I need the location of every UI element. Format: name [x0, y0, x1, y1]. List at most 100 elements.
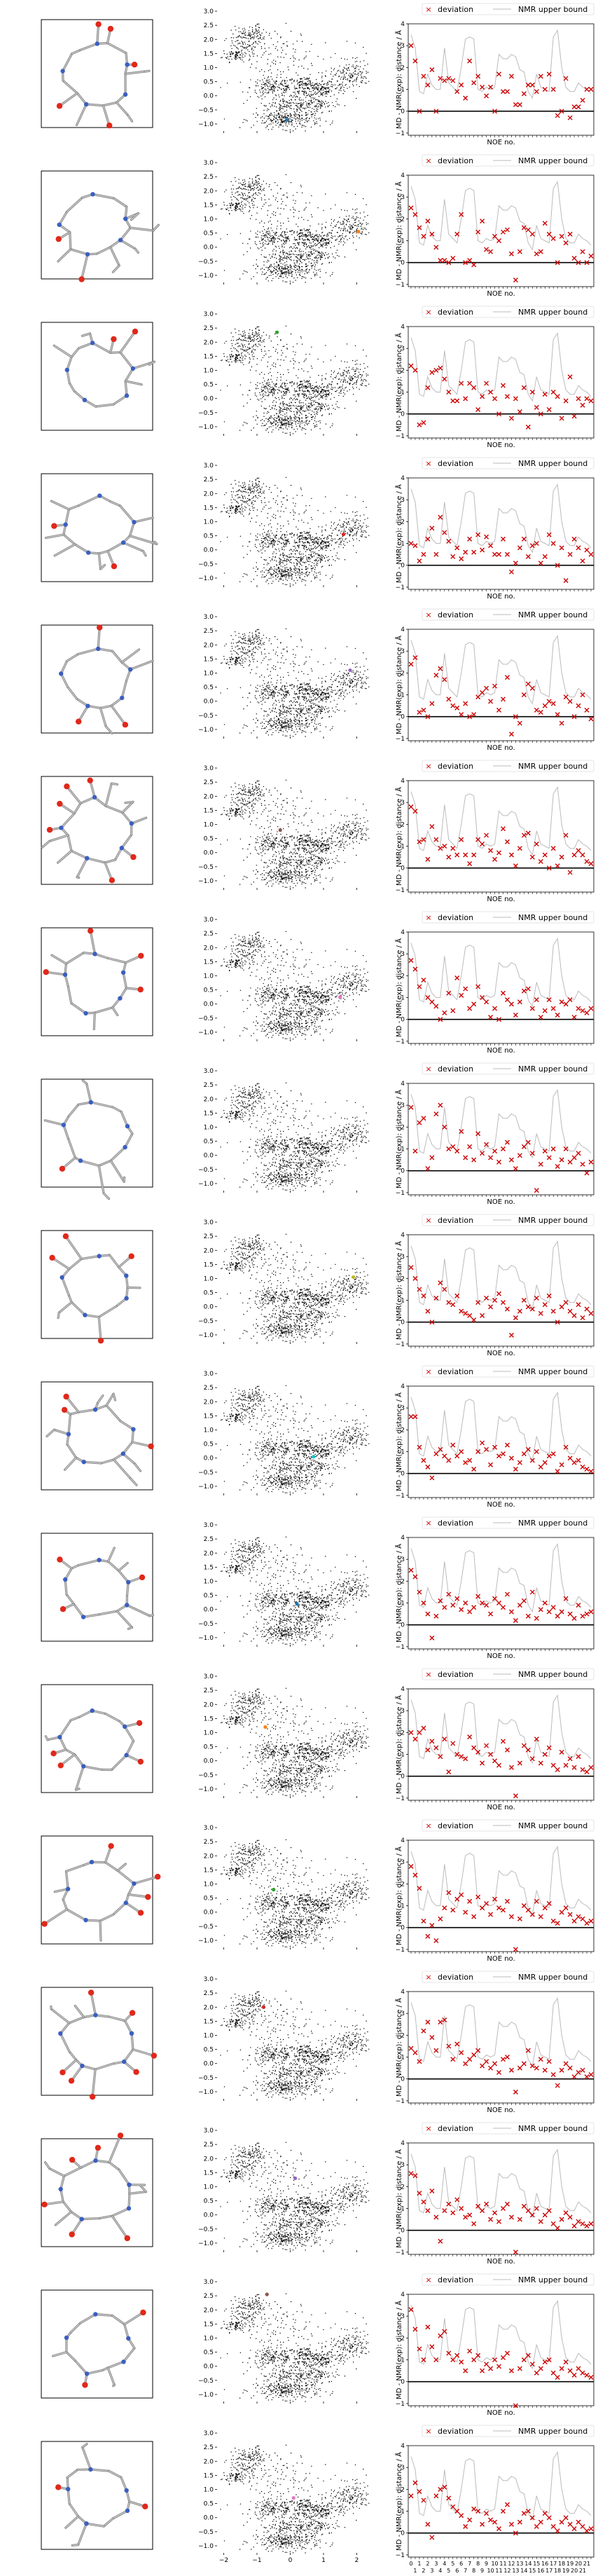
- deviation-marker: [485, 247, 489, 252]
- embedding-point: [295, 416, 296, 417]
- embedding-point: [264, 36, 265, 37]
- embedding-point: [283, 71, 284, 72]
- embedding-point: [356, 387, 357, 388]
- embedding-point: [277, 119, 278, 120]
- y-tick-label: 0.0: [204, 396, 214, 403]
- embedding-point: [279, 422, 280, 423]
- embedding-point: [237, 360, 238, 361]
- embedding-point: [302, 259, 303, 260]
- embedding-point: [347, 70, 348, 71]
- embedding-point: [277, 201, 278, 202]
- embedding-point: [358, 73, 359, 74]
- y-tick-label: 1.5: [204, 202, 214, 209]
- embedding-point: [353, 242, 354, 243]
- embedding-point: [236, 198, 237, 199]
- embedding-point: [280, 252, 281, 253]
- embedding-point: [318, 87, 319, 88]
- embedding-point: [251, 351, 252, 352]
- embedding-point: [240, 348, 241, 349]
- embedding-point: [237, 191, 238, 192]
- embedding-point: [290, 267, 291, 268]
- embedding-point: [283, 223, 284, 224]
- embedding-point: [304, 390, 305, 391]
- embedding-point: [235, 332, 236, 333]
- embedding-point: [264, 105, 265, 106]
- embedding-point: [286, 77, 287, 78]
- deviation-marker: [534, 252, 538, 256]
- deviation-marker: [580, 98, 585, 102]
- embedding-point: [360, 81, 361, 82]
- embedding-point: [283, 346, 284, 347]
- embedding-point: [354, 68, 355, 69]
- embedding-point: [293, 57, 294, 58]
- embedding-point: [242, 198, 243, 199]
- embedding-point: [222, 359, 223, 360]
- embedding-point: [289, 80, 290, 81]
- embedding-point: [279, 119, 280, 120]
- embedding-point: [331, 219, 332, 220]
- embedding-point: [267, 59, 268, 60]
- embedding-point: [299, 254, 300, 255]
- embedding-point: [293, 367, 294, 368]
- embedding-point: [257, 417, 258, 418]
- embedding-point: [292, 120, 293, 121]
- embedding-point: [245, 43, 246, 44]
- embedding-point: [289, 240, 290, 241]
- embedding-point: [311, 95, 312, 96]
- deviation-marker: [468, 259, 472, 263]
- embedding-point: [298, 396, 299, 397]
- embedding-point: [257, 385, 258, 386]
- embedding-point: [316, 105, 317, 106]
- embedding-point: [268, 394, 269, 395]
- embedding-point: [238, 48, 239, 49]
- embedding-point: [304, 244, 305, 245]
- embedding-point: [251, 215, 252, 216]
- embedding-point: [237, 43, 238, 44]
- embedding-point: [340, 381, 341, 382]
- embedding-point: [284, 116, 285, 117]
- embedding-point: [278, 416, 279, 417]
- embedding-point: [322, 87, 323, 88]
- embedding-point: [305, 97, 306, 98]
- embedding-point: [300, 405, 301, 406]
- embedding-point: [322, 252, 323, 253]
- embedding-point: [269, 254, 270, 255]
- embedding-point: [331, 223, 332, 224]
- deviation-marker: [568, 116, 572, 120]
- embedding-point: [293, 216, 294, 217]
- embedding-point: [257, 43, 258, 44]
- embedding-point: [294, 92, 295, 93]
- embedding-point: [306, 93, 307, 94]
- embedding-point: [277, 207, 278, 208]
- embedding-point: [311, 114, 312, 115]
- embedding-point: [270, 217, 271, 218]
- embedding-point: [326, 94, 327, 95]
- embedding-point: [295, 254, 296, 255]
- embedding-point: [299, 112, 300, 113]
- embedding-point: [247, 243, 248, 244]
- embedding-point: [257, 33, 258, 34]
- embedding-point: [329, 256, 330, 257]
- embedding-point: [257, 114, 258, 115]
- embedding-point: [231, 52, 232, 53]
- embedding-point: [261, 425, 262, 426]
- embedding-point: [270, 426, 271, 427]
- embedding-point: [305, 263, 306, 264]
- embedding-point: [323, 235, 324, 236]
- embedding-point: [315, 264, 316, 265]
- embedding-point: [340, 239, 341, 240]
- embedding-point: [250, 369, 251, 370]
- embedding-point: [270, 66, 271, 67]
- embedding-point: [293, 260, 294, 261]
- embedding-point: [302, 386, 303, 387]
- y-tick-label: 0.5: [204, 231, 214, 238]
- embedding-point: [318, 207, 319, 208]
- embedding-point: [268, 76, 269, 77]
- embedding-point: [244, 203, 245, 204]
- embedding-point: [342, 76, 343, 77]
- embedding-point: [262, 249, 263, 250]
- embedding-point: [345, 382, 346, 383]
